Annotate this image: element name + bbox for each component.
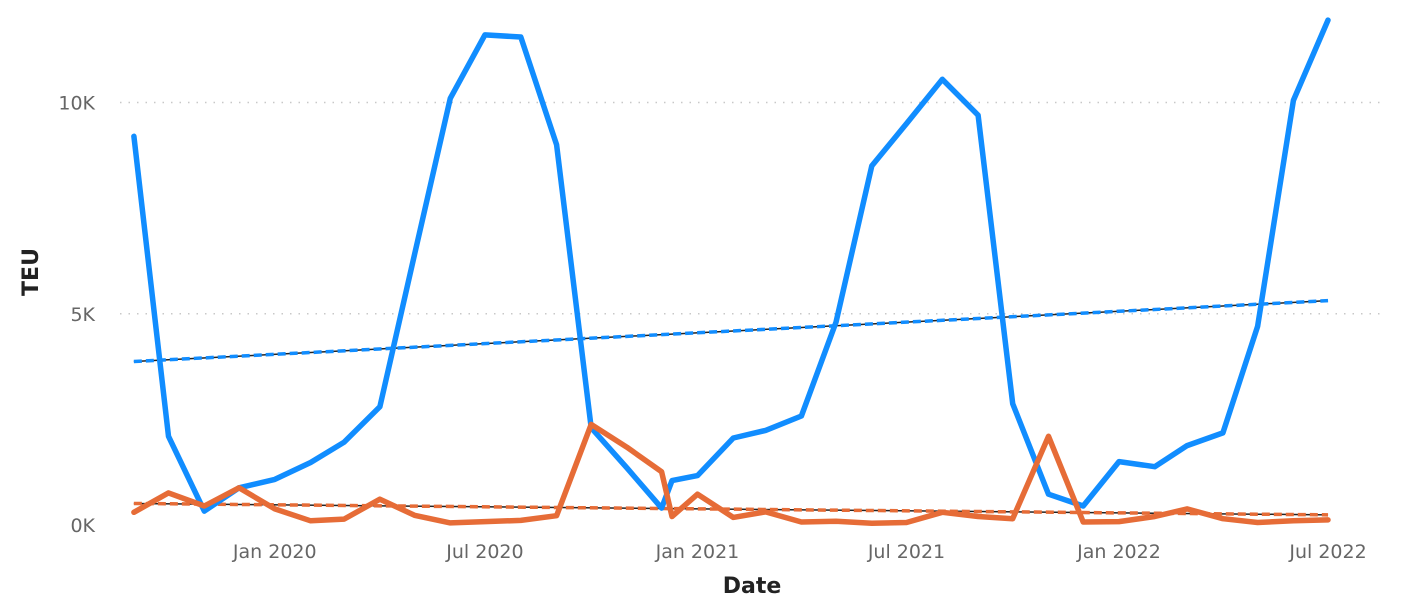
series-line bbox=[131, 17, 1331, 514]
trend-line-dashed bbox=[133, 298, 1329, 364]
trend-line-dashed bbox=[133, 501, 1329, 517]
series-line bbox=[131, 421, 1331, 527]
x-axis-ticks: Jan 2020 Jul 2020 Jan 2021 Jul 2021 Jan 2022… bbox=[232, 541, 1367, 563]
x-tick-label: Jul 2020 bbox=[445, 541, 523, 563]
y-tick-label: 5K bbox=[70, 304, 95, 326]
y-tick-label: 0K bbox=[70, 515, 95, 537]
y-axis-ticks: 0K 5K 10K bbox=[58, 93, 95, 538]
y-tick-label: 10K bbox=[58, 93, 95, 115]
trend-line bbox=[133, 299, 1329, 363]
x-tick-label: Jan 2022 bbox=[1076, 541, 1161, 563]
x-axis-title: Date bbox=[723, 574, 782, 599]
x-tick-label: Jul 2021 bbox=[867, 541, 945, 563]
series-lines bbox=[131, 17, 1331, 527]
x-tick-label: Jan 2021 bbox=[655, 541, 740, 563]
trend-lines bbox=[133, 298, 1329, 517]
gridlines bbox=[120, 101, 1380, 315]
x-tick-label: Jan 2020 bbox=[232, 541, 317, 563]
x-tick-label: Jul 2022 bbox=[1288, 541, 1366, 563]
y-axis-title: TEU bbox=[19, 248, 44, 296]
